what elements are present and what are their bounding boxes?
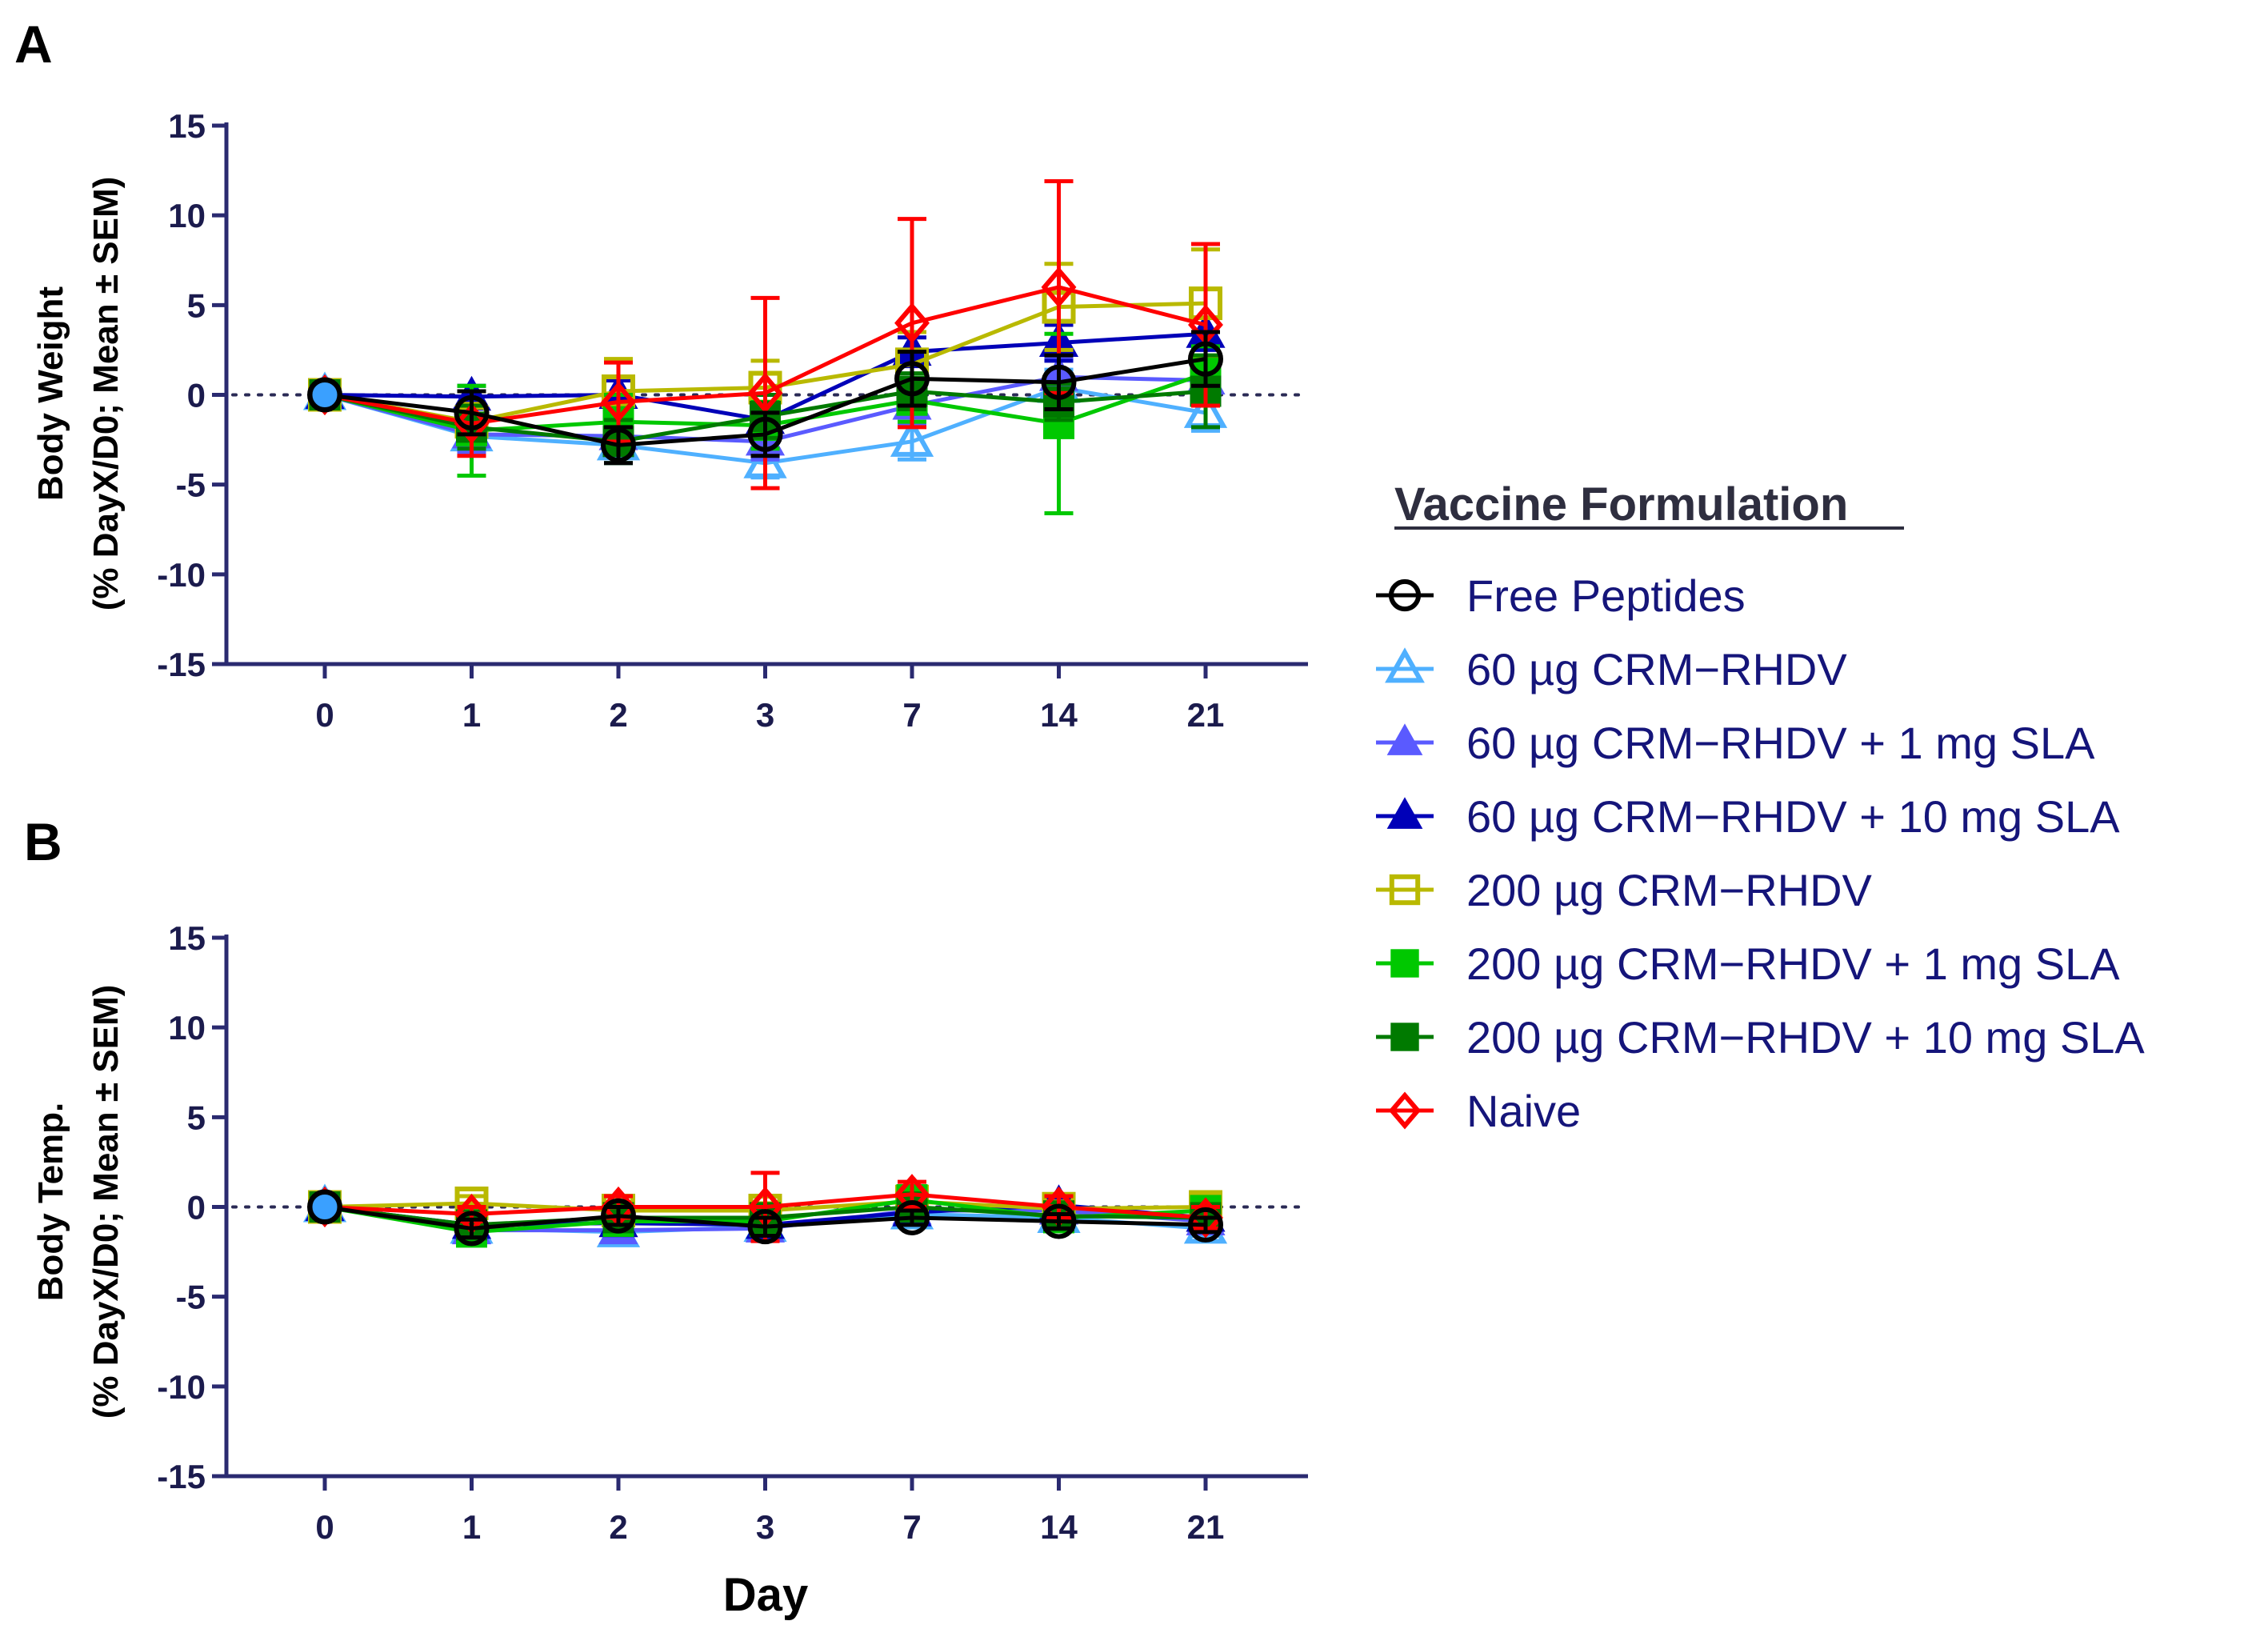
legend-swatch-marker (1385, 647, 1425, 683)
temp-xtick-label: 14 (1040, 1508, 1078, 1546)
temp-ytick-label: -10 (157, 1368, 206, 1406)
weight-xtick-label: 1 (462, 696, 481, 734)
legend-swatch-marker (1389, 874, 1421, 906)
temp-ytick-label: -15 (157, 1458, 206, 1495)
legend-label: 60 µg CRM−RHDV (1466, 644, 1847, 694)
legend-item-200-g-crm-rhdv-10-mg-sla: 200 µg CRM−RHDV + 10 mg SLA (1376, 1012, 2145, 1063)
legend-item-60-g-crm-rhdv: 60 µg CRM−RHDV (1376, 644, 1847, 694)
weight-ytick-label: 5 (187, 286, 206, 324)
weight-ytick-label: 10 (168, 197, 206, 234)
legend-title: Vaccine Formulation (1394, 478, 1848, 530)
body-temp-plot-area: 15 10 5 0 -5 -10 -15 0 1 2 3 7 14 21 (157, 919, 1310, 1546)
body-temp-ylabel-line2: (% DayX/D0; Mean ± SEM) (86, 985, 126, 1419)
legend-item-free-peptides: Free Peptides (1376, 570, 1746, 621)
legend-swatch-marker (1388, 578, 1422, 612)
weight-data-point (601, 381, 636, 423)
weight-day0-point (308, 378, 342, 411)
weight-ytick-label: -5 (176, 466, 206, 504)
temp-ytick-label: 5 (187, 1099, 206, 1136)
legend-swatch-marker (1390, 949, 1419, 978)
legend-item-60-g-crm-rhdv-10-mg-sla: 60 µg CRM−RHDV + 10 mg SLA (1376, 791, 2120, 842)
temp-data-point (1041, 1203, 1077, 1239)
legend-label: 200 µg CRM−RHDV + 1 mg SLA (1466, 939, 2120, 989)
weight-data-point (1188, 341, 1223, 377)
weight-xtick-label: 21 (1187, 696, 1225, 734)
weight-xtick-label: 0 (315, 696, 334, 734)
body-weight-ylabel-line2: (% DayX/D0; Mean ± SEM) (86, 177, 126, 610)
weight-data-point (454, 402, 490, 445)
weight-data-point (894, 361, 930, 397)
legend-label: 200 µg CRM−RHDV (1466, 865, 1873, 915)
legend-swatch-marker (1386, 797, 1423, 829)
legend-label: 60 µg CRM−RHDV + 1 mg SLA (1466, 718, 2095, 768)
legend-swatch-marker (1390, 1023, 1419, 1051)
weight-ytick-label: -15 (157, 646, 206, 683)
legend-label: Naive (1466, 1086, 1581, 1136)
weight-data-point (1041, 266, 1077, 308)
legend-item-200-g-crm-rhdv-1-mg-sla: 200 µg CRM−RHDV + 1 mg SLA (1376, 939, 2120, 989)
temp-ytick-label: 15 (168, 919, 206, 957)
weight-data-point (454, 394, 490, 430)
legend-label: Free Peptides (1466, 570, 1746, 621)
temp-xtick-label: 0 (315, 1508, 334, 1546)
body-weight-ylabel-line1: Body Weight (31, 286, 70, 501)
temp-day0-point (308, 1191, 342, 1223)
temp-xtick-label: 7 (902, 1508, 921, 1546)
body-weight-plot-area: 15 10 5 0 -5 -10 -15 0 1 2 3 7 14 21 (157, 107, 1310, 734)
weight-series-line (324, 357, 1206, 447)
weight-ytick-label: 0 (187, 377, 206, 414)
legend-label: 200 µg CRM−RHDV + 10 mg SLA (1466, 1012, 2145, 1063)
weight-data-point (747, 416, 783, 452)
temp-series-free-peptides (307, 1189, 1223, 1247)
legend-items: Free Peptides 60 µg CRM−RHDV 60 µg CRM−RHD… (1376, 570, 2145, 1136)
temp-xtick-label: 3 (756, 1508, 774, 1546)
legend-item-naive: Naive (1376, 1086, 1581, 1136)
temp-data-point (1188, 1207, 1223, 1243)
temp-series-line (324, 1205, 1206, 1231)
weight-ytick-label: -10 (157, 556, 206, 594)
temp-data-point (894, 1199, 930, 1235)
temp-ytick-label: 10 (168, 1009, 206, 1047)
temp-xtick-label: 2 (609, 1508, 627, 1546)
panel-letter-b: B (24, 812, 62, 871)
weight-data-point (601, 427, 636, 463)
body-temp-ylabel-line1: Body Temp. (31, 1103, 70, 1302)
weight-ytick-label: 15 (168, 107, 206, 145)
body-temp-chart: Body Temp. (% DayX/D0; Mean ± SEM) 15105… (31, 919, 1310, 1621)
weight-xtick-label: 7 (902, 696, 921, 734)
legend: Vaccine Formulation Free Peptides 60 µg C… (1376, 478, 2145, 1136)
weight-series-free-peptides (307, 330, 1223, 466)
temp-data-point (601, 1198, 636, 1234)
legend-item-60-g-crm-rhdv-1-mg-sla: 60 µg CRM−RHDV + 1 mg SLA (1376, 718, 2095, 768)
weight-xtick-label: 14 (1040, 696, 1078, 734)
weight-xtick-label: 3 (756, 696, 774, 734)
temp-xtick-label: 1 (462, 1508, 481, 1546)
day-xlabel: Day (723, 1569, 808, 1621)
legend-item-200-g-crm-rhdv: 200 µg CRM−RHDV (1376, 865, 1873, 915)
temp-xtick-label: 21 (1187, 1508, 1225, 1546)
panel-letter-a: A (14, 14, 53, 74)
temp-data-point (454, 1211, 490, 1247)
weight-data-point (747, 372, 783, 414)
weight-data-point (1041, 364, 1077, 400)
legend-swatch-marker (1386, 723, 1423, 755)
temp-data-point (747, 1209, 783, 1245)
body-weight-chart: Body Weight (% DayX/D0; Mean ± SEM) 1510… (31, 107, 1310, 734)
weight-data-point (890, 418, 934, 457)
weight-xtick-label: 2 (609, 696, 627, 734)
legend-swatch-marker (1388, 1091, 1422, 1130)
legend-label: 60 µg CRM−RHDV + 10 mg SLA (1466, 791, 2120, 842)
temp-ytick-label: -5 (176, 1279, 206, 1316)
temp-ytick-label: 0 (187, 1189, 206, 1227)
weight-data-point (894, 302, 930, 344)
